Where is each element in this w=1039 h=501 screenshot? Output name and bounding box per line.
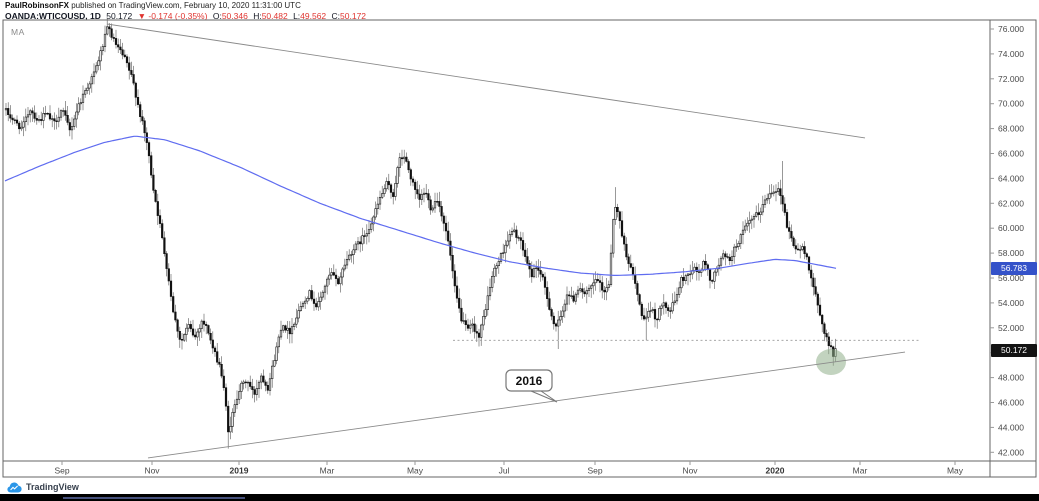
time-tick-label: May <box>947 466 964 476</box>
price-tick-label: 66.000 <box>998 149 1024 159</box>
candlestick-series <box>4 17 837 449</box>
price-tick-label: 58.000 <box>998 248 1024 258</box>
chart-frame <box>2 19 1037 478</box>
low-label: L: <box>293 10 301 21</box>
last-price-badge: 50.172 <box>991 344 1037 357</box>
price-tick-label: 64.000 <box>998 173 1024 183</box>
time-tick-label: Mar <box>853 466 868 476</box>
price-tick-label: 48.000 <box>998 373 1024 383</box>
cropped-link-underline <box>63 497 245 499</box>
close-label: C: <box>331 10 341 21</box>
high-label: H: <box>253 10 262 21</box>
ma-indicator-label: MA <box>11 27 25 37</box>
tradingview-brand-text: TradingView <box>26 482 79 492</box>
ma-price-badge: 56.783 <box>991 262 1037 275</box>
author-name: PaulRobinsonFX <box>5 1 69 10</box>
price-axis-labels: 42.00044.00046.00048.00050.00052.00054.0… <box>990 24 1024 457</box>
price-tick-label: 74.000 <box>998 49 1024 59</box>
symbol-ohlc-line: OANDA:WTICOUSD, 1D 50.172 ▼ -0.174 (-0.3… <box>5 10 369 22</box>
close-value: 50.172 <box>340 10 367 21</box>
price-tick-label: 72.000 <box>998 74 1024 84</box>
low-value: 49.562 <box>300 10 327 21</box>
tradingview-attribution[interactable]: TradingView <box>7 480 79 494</box>
price-tick-label: 42.000 <box>998 447 1024 457</box>
time-tick-label: Sep <box>54 466 69 476</box>
time-tick-label: 2019 <box>230 466 249 476</box>
open-value: 50.346 <box>221 10 248 21</box>
price-tick-label: 62.000 <box>998 198 1024 208</box>
price-tick-label: 56.000 <box>998 273 1024 283</box>
callout-tail <box>530 390 558 403</box>
trendline-ascending-support-from-2016 <box>147 351 906 459</box>
time-tick-label: Mar <box>320 466 335 476</box>
time-tick-label: Nov <box>682 466 698 476</box>
price-tick-label: 60.000 <box>998 223 1024 233</box>
callout-bubble <box>505 369 553 392</box>
trendline-descending-resistance <box>106 23 866 139</box>
price-tick-label: 44.000 <box>998 422 1024 432</box>
price-tick-label: 76.000 <box>998 24 1024 34</box>
last-price: 50.172 <box>106 10 133 21</box>
time-axis-labels: Sep Nov 2019 Mar May Jul Sep Nov 2020 Mar May <box>54 461 964 476</box>
time-tick-label: Nov <box>144 466 160 476</box>
callout-2016-label: 2016 <box>516 374 543 388</box>
open-label: O: <box>212 10 222 21</box>
tradingview-cloud-icon <box>7 482 22 492</box>
time-tick-label: Jul <box>499 466 510 476</box>
symbol-name: OANDA:WTICOUSD, 1D <box>5 10 101 21</box>
chart-header: PaulRobinsonFX published on TradingView.… <box>5 1 369 21</box>
price-change: ▼ -0.174 (-0.35%) <box>137 10 208 21</box>
time-tick-label: May <box>407 466 424 476</box>
high-value: 50.482 <box>261 10 288 21</box>
time-tick-label: Sep <box>587 466 602 476</box>
price-tick-label: 46.000 <box>998 398 1024 408</box>
publish-info-text: published on TradingView.com, February 1… <box>69 1 301 10</box>
bottom-black-bar <box>0 494 1039 501</box>
publish-info-line: PaulRobinsonFX published on TradingView.… <box>5 1 369 11</box>
moving-average-line <box>4 135 837 276</box>
price-tick-label: 52.000 <box>998 323 1024 333</box>
price-tick-label: 68.000 <box>998 124 1024 134</box>
price-tick-label: 70.000 <box>998 99 1024 109</box>
time-tick-label: 2020 <box>766 466 785 476</box>
price-tick-label: 54.000 <box>998 298 1024 308</box>
